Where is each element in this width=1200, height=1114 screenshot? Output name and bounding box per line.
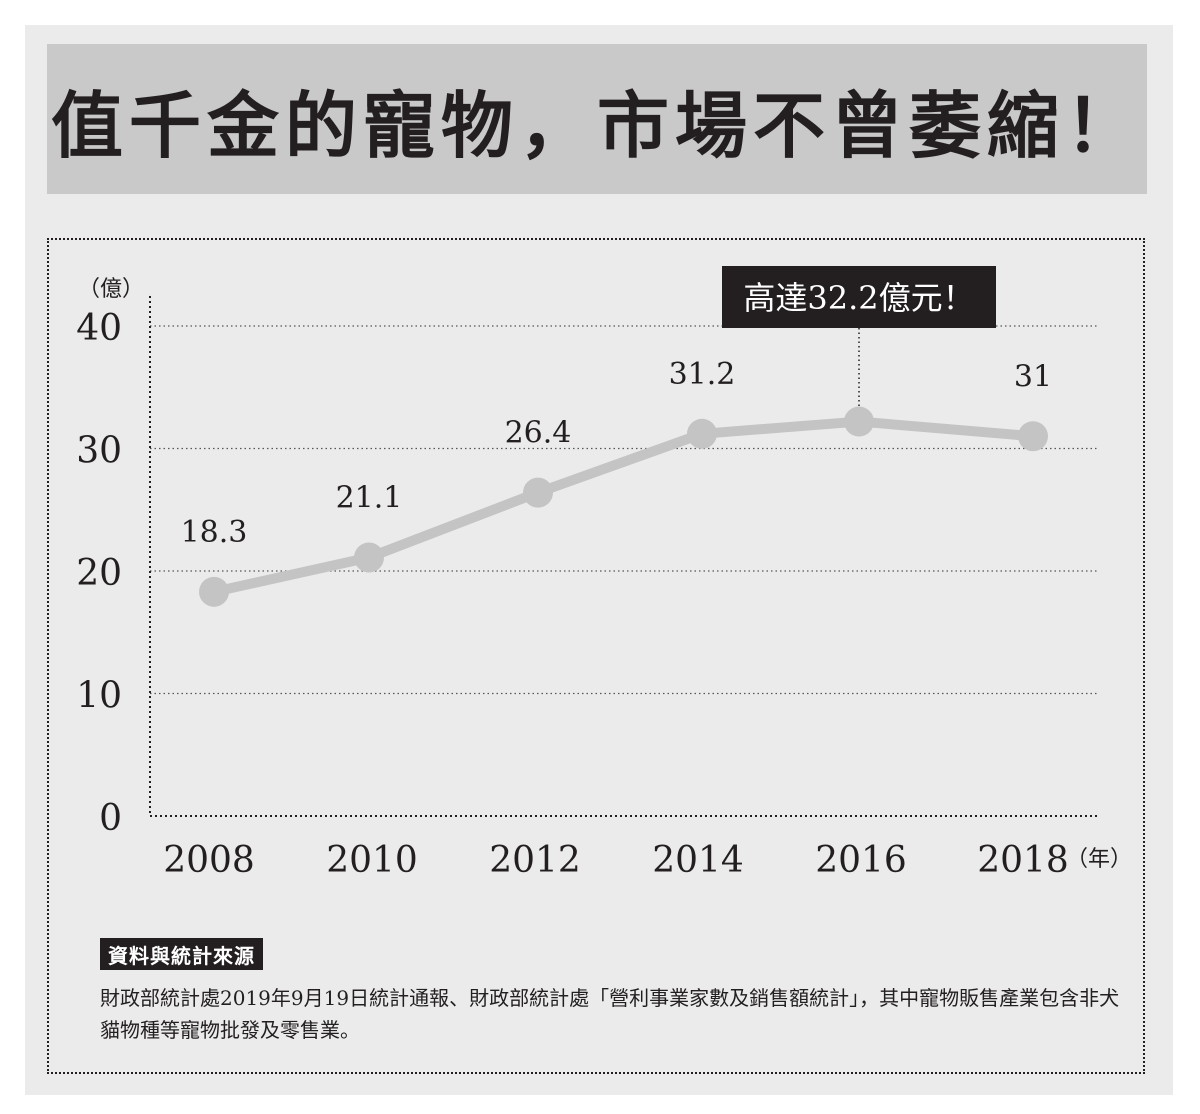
- source-label: 資料與統計來源: [100, 938, 263, 970]
- x-tick-label: 2008: [163, 840, 255, 881]
- x-tick-label: 2018: [977, 840, 1069, 881]
- y-tick-label: 0: [99, 798, 122, 839]
- infographic-frame: [25, 25, 1173, 1095]
- data-point: [1018, 421, 1048, 452]
- data-point: [354, 542, 384, 573]
- x-tick-label: 2012: [489, 840, 581, 881]
- data-point: [199, 576, 229, 607]
- x-unit-label: （年）: [1066, 847, 1132, 872]
- callout-box: [722, 266, 996, 328]
- y-tick-label: 40: [76, 308, 122, 349]
- title-bar: 值千金的寵物，市場不曾萎縮！: [47, 44, 1147, 194]
- data-label: 21.1: [336, 481, 403, 516]
- data-point: [523, 477, 553, 508]
- x-tick-label: 2014: [652, 840, 744, 881]
- y-tick-label: 30: [76, 431, 122, 472]
- data-label: 26.4: [505, 416, 572, 451]
- x-tick-label: 2010: [326, 840, 418, 881]
- x-tick-label: 2016: [815, 840, 907, 881]
- y-tick-label: 10: [76, 676, 122, 717]
- data-label: 18.3: [181, 515, 248, 550]
- chart-border: [47, 238, 1145, 1074]
- page-title: 值千金的寵物，市場不曾萎縮！: [50, 82, 1143, 168]
- data-label: 31: [1014, 359, 1052, 394]
- series-line: [209, 416, 1038, 597]
- source-text: 財政部統計處2019年9月19日統計通報、財政部統計處「營利事業家數及銷售額統計…: [100, 986, 1120, 1042]
- callout-text: 高達32.2億元！: [743, 279, 974, 317]
- data-point: [844, 406, 874, 437]
- y-tick-label: 20: [76, 553, 122, 594]
- data-point: [687, 418, 717, 449]
- y-unit-label: （億）: [78, 277, 144, 302]
- data-label: 31.2: [669, 357, 736, 392]
